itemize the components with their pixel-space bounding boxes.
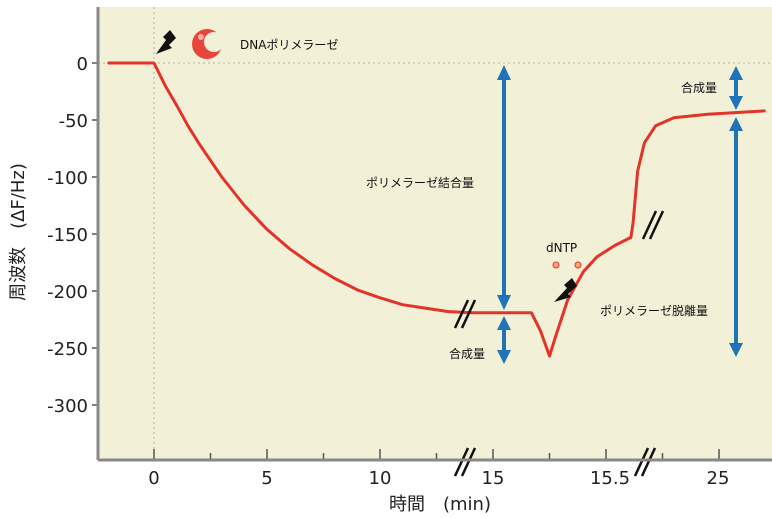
dissociation-double-arrow <box>729 117 743 357</box>
x-tick-label: 25 <box>707 468 730 489</box>
y-tick-label: -200 <box>47 282 88 303</box>
annotation-polymerase: DNAポリメラーゼ <box>240 38 338 52</box>
synthesis-double-arrow-1 <box>497 316 511 364</box>
axis-break-marks <box>453 210 665 477</box>
annotation-dntp: dNTP <box>546 241 577 255</box>
plot-background <box>98 7 772 460</box>
polymerase-arrow-icon <box>156 30 176 54</box>
binding-double-arrow <box>497 65 511 310</box>
dntp-dot <box>552 261 560 269</box>
x-tick-label: 0 <box>148 468 159 489</box>
y-tick-label: 0 <box>77 54 88 75</box>
dntp-arrow-icon <box>554 278 577 302</box>
y-tick-label: -150 <box>47 225 88 246</box>
annotation-binding: ポリメラーゼ結合量 <box>366 175 474 190</box>
y-axis-title: 周波数 (ΔF/Hz) <box>8 163 29 301</box>
polymerase-icon <box>192 29 224 59</box>
synthesis-double-arrow-2 <box>729 66 743 110</box>
y-tick-label: -300 <box>47 396 88 417</box>
dntp-dot <box>574 261 582 269</box>
x-tick-label: 15.5 <box>590 468 630 489</box>
y-tick-label: -100 <box>47 168 88 189</box>
y-tick-labels: 0 -50 -100 -150 -200 -250 -300 <box>47 54 88 417</box>
y-tick-label: -50 <box>59 111 88 132</box>
x-tick-labels: 0 5 10 15 15.5 25 <box>148 468 729 489</box>
x-tick-label: 10 <box>369 468 392 489</box>
series-line <box>107 61 766 358</box>
annotation-synthesis-2: 合成量 <box>681 80 717 95</box>
x-tick-label: 15 <box>482 468 505 489</box>
x-axis-title: 時間 (min) <box>389 494 491 515</box>
x-tick-label: 5 <box>261 468 272 489</box>
annotation-dissociation: ポリメラーゼ脱離量 <box>600 303 708 318</box>
annotation-synthesis-1: 合成量 <box>449 346 485 361</box>
y-tick-label: -250 <box>47 339 88 360</box>
